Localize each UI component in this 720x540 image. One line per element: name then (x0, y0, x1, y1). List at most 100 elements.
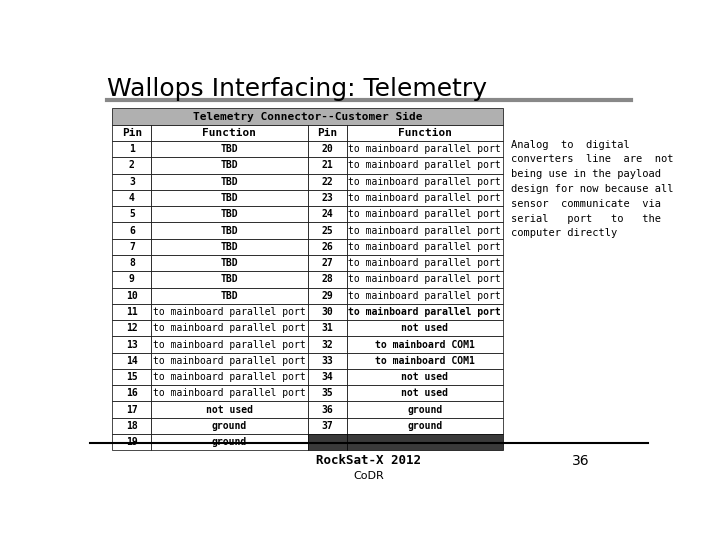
Bar (151, 173, 307, 190)
Text: TBD: TBD (221, 274, 238, 285)
Bar (112, 434, 151, 450)
Text: 5: 5 (129, 210, 135, 219)
Bar (112, 271, 151, 287)
Bar (307, 369, 347, 385)
Text: to mainboard parallel port: to mainboard parallel port (348, 226, 501, 235)
Text: 25: 25 (321, 226, 333, 235)
Bar (112, 157, 151, 173)
Bar (347, 222, 503, 239)
Bar (347, 173, 503, 190)
Text: to mainboard parallel port: to mainboard parallel port (348, 291, 501, 301)
Text: 30: 30 (321, 307, 333, 317)
Text: 28: 28 (321, 274, 333, 285)
Text: 36: 36 (572, 454, 590, 468)
Bar (151, 271, 307, 287)
Bar (112, 141, 151, 157)
Bar (151, 385, 307, 401)
Text: to mainboard parallel port: to mainboard parallel port (153, 307, 306, 317)
Text: to mainboard parallel port: to mainboard parallel port (348, 160, 501, 171)
Text: RockSat-X 2012: RockSat-X 2012 (317, 454, 421, 468)
Text: 29: 29 (321, 291, 333, 301)
Bar (151, 336, 307, 353)
Bar (151, 401, 307, 418)
Text: WFF: WFF (660, 505, 687, 515)
Text: not used: not used (401, 323, 449, 333)
Bar (347, 271, 503, 287)
Text: 2: 2 (129, 160, 135, 171)
Text: Function: Function (202, 128, 256, 138)
Text: to mainboard parallel port: to mainboard parallel port (348, 144, 501, 154)
Bar (112, 125, 151, 141)
Bar (151, 255, 307, 271)
Bar (347, 239, 503, 255)
Bar (347, 206, 503, 222)
Text: to mainboard parallel port: to mainboard parallel port (348, 242, 501, 252)
Bar (112, 401, 151, 418)
Bar (347, 434, 503, 450)
Bar (347, 418, 503, 434)
Bar (347, 336, 503, 353)
Bar (307, 157, 347, 173)
Text: TBD: TBD (221, 258, 238, 268)
Text: TBD: TBD (221, 160, 238, 171)
Bar (151, 206, 307, 222)
Bar (112, 369, 151, 385)
Text: TBD: TBD (221, 291, 238, 301)
Bar (151, 304, 307, 320)
Bar (307, 190, 347, 206)
Bar (112, 320, 151, 336)
Bar (112, 385, 151, 401)
Bar (347, 401, 503, 418)
Text: 19: 19 (126, 437, 138, 447)
Bar (307, 239, 347, 255)
Text: TBD: TBD (221, 210, 238, 219)
Bar (347, 287, 503, 304)
Bar (347, 304, 503, 320)
Text: 20: 20 (321, 144, 333, 154)
Bar (112, 173, 151, 190)
Text: 21: 21 (321, 160, 333, 171)
Bar (151, 434, 307, 450)
Text: not used: not used (401, 388, 449, 399)
Bar (151, 141, 307, 157)
Text: 35: 35 (321, 388, 333, 399)
Bar (347, 353, 503, 369)
Text: 4: 4 (129, 193, 135, 203)
Bar (307, 271, 347, 287)
Bar (307, 125, 347, 141)
Text: 7: 7 (129, 242, 135, 252)
Bar (307, 336, 347, 353)
Text: not used: not used (401, 372, 449, 382)
Text: ground: ground (212, 421, 247, 431)
Bar (151, 125, 307, 141)
Bar (151, 353, 307, 369)
Text: 9: 9 (129, 274, 135, 285)
Text: 13: 13 (126, 340, 138, 349)
Text: to mainboard parallel port: to mainboard parallel port (153, 323, 306, 333)
Bar (112, 239, 151, 255)
Text: Telemetry Connector--Customer Side: Telemetry Connector--Customer Side (193, 112, 423, 122)
Bar (112, 304, 151, 320)
Text: to mainboard COM1: to mainboard COM1 (375, 356, 474, 366)
Text: 24: 24 (321, 210, 333, 219)
Text: to mainboard parallel port: to mainboard parallel port (348, 274, 501, 285)
Bar (347, 141, 503, 157)
Bar (307, 304, 347, 320)
Text: 22: 22 (321, 177, 333, 187)
Text: 16: 16 (126, 388, 138, 399)
Text: to mainboard parallel port: to mainboard parallel port (348, 307, 501, 317)
Bar (151, 369, 307, 385)
Text: 23: 23 (321, 193, 333, 203)
Text: Wallops Interfacing: Telemetry: Wallops Interfacing: Telemetry (107, 77, 487, 102)
Bar (151, 239, 307, 255)
Text: to mainboard parallel port: to mainboard parallel port (348, 177, 501, 187)
Text: NASA: NASA (22, 505, 57, 515)
Text: 37: 37 (321, 421, 333, 431)
Bar (112, 109, 503, 125)
Text: Pin: Pin (122, 128, 142, 138)
Text: Analog  to  digital
converters  line  are  not
being use in the payload
design f: Analog to digital converters line are no… (511, 140, 674, 239)
Bar (307, 418, 347, 434)
Bar (347, 320, 503, 336)
Text: to mainboard COM1: to mainboard COM1 (375, 340, 474, 349)
Bar (151, 320, 307, 336)
